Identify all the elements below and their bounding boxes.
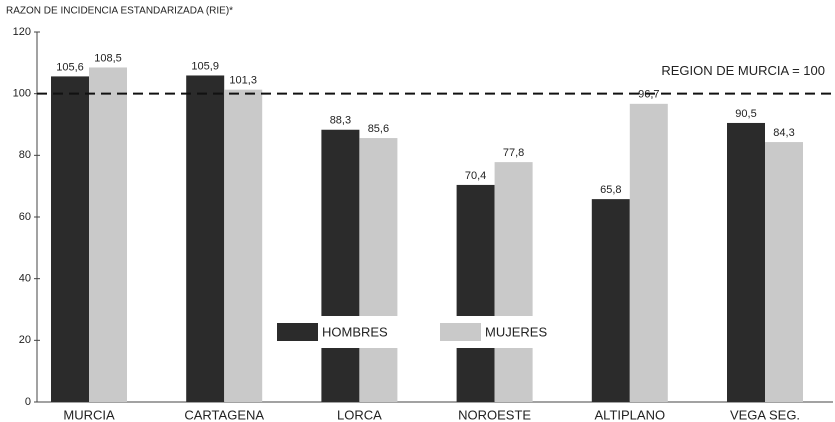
value-label: 108,5: [94, 52, 122, 64]
legend-swatch: [440, 323, 481, 341]
y-tick-label: 40: [19, 273, 31, 285]
bar: [456, 184, 495, 402]
bar: [186, 75, 225, 402]
bar: [765, 142, 803, 402]
value-label: 70,4: [465, 170, 486, 182]
bar: [89, 67, 127, 402]
reference-label: REGION DE MURCIA = 100: [661, 63, 825, 78]
value-label: 88,3: [330, 115, 351, 127]
x-tick-label: NOROESTE: [458, 407, 531, 422]
legend-label: HOMBRES: [322, 324, 388, 339]
bar: [51, 76, 89, 403]
value-label: 84,3: [773, 127, 794, 139]
y-tick-label: 120: [13, 26, 31, 38]
y-tick-label: 80: [19, 149, 31, 161]
bar: [629, 103, 668, 402]
bar: [494, 162, 533, 402]
value-label: 105,9: [191, 60, 219, 72]
bar: [727, 122, 765, 402]
value-label: 77,8: [503, 147, 524, 159]
bar: [591, 199, 630, 402]
x-tick-label: LORCA: [337, 407, 382, 422]
y-tick-label: 60: [19, 211, 31, 223]
chart-title: RAZON DE INCIDENCIA ESTANDARIZADA (RIE)*: [6, 6, 233, 17]
x-tick-label: ALTIPLANO: [595, 407, 666, 422]
value-label: 85,6: [368, 123, 389, 135]
x-tick-label: MURCIA: [63, 407, 115, 422]
y-tick-label: 20: [19, 334, 31, 346]
value-label: 96,7: [638, 89, 659, 101]
y-tick-label: 0: [25, 396, 31, 408]
bar: [224, 89, 263, 403]
value-label: 90,5: [735, 108, 756, 120]
y-tick-label: 100: [13, 88, 31, 100]
x-tick-label: VEGA SEG.: [730, 407, 800, 422]
value-label: 65,8: [600, 184, 621, 196]
legend-swatch: [277, 323, 318, 341]
bar: [321, 129, 360, 402]
bar: [359, 138, 398, 403]
value-label: 101,3: [229, 75, 257, 87]
legend-label: MUJERES: [485, 324, 547, 339]
x-tick-label: CARTAGENA: [184, 407, 264, 422]
value-label: 105,6: [56, 61, 84, 73]
